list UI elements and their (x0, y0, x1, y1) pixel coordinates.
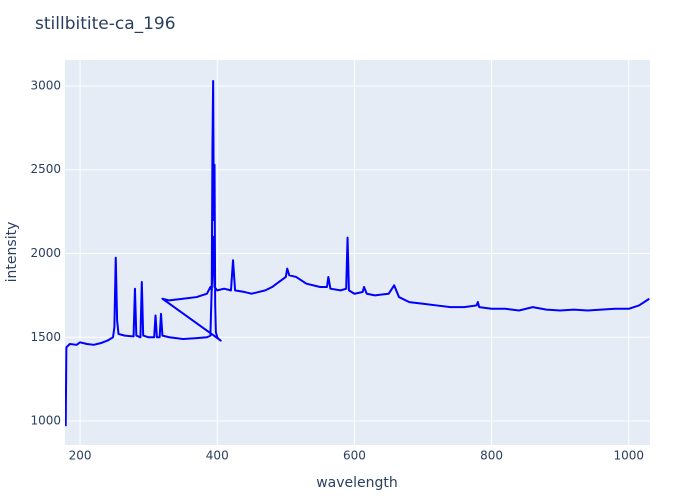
x-tick-label: 400 (206, 449, 229, 463)
x-tick-label: 1000 (613, 449, 644, 463)
y-tick-label: 1000 (30, 414, 61, 428)
x-tick-label: 800 (480, 449, 503, 463)
plot-area (65, 60, 650, 445)
data-line (65, 79, 650, 427)
x-tick-label: 200 (69, 449, 92, 463)
y-tick-label: 2000 (30, 246, 61, 260)
x-tick-label: 600 (343, 449, 366, 463)
x-axis-title: wavelength (316, 475, 398, 491)
y-tick-label: 3000 (30, 78, 61, 92)
y-axis-title: intensity (4, 222, 20, 283)
y-tick-label: 1500 (30, 330, 61, 344)
y-tick-label: 2500 (30, 162, 61, 176)
chart-title: stillbitite-ca_196 (35, 14, 176, 34)
